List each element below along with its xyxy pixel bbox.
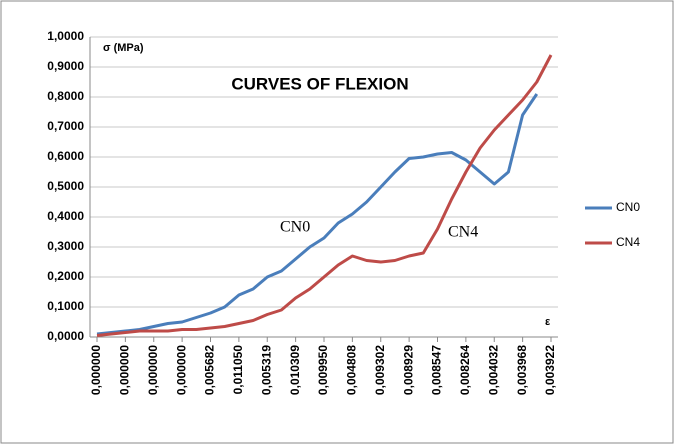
x-tick-label: 0,003968 bbox=[515, 345, 529, 395]
y-tick-label: 0,8000 bbox=[47, 89, 84, 103]
y-tick-label: 0,6000 bbox=[47, 149, 84, 163]
x-tick-label: 0,003922 bbox=[543, 345, 557, 395]
y-tick-label: 0,5000 bbox=[47, 179, 84, 193]
x-tick-label: 0,004032 bbox=[486, 345, 500, 395]
x-tick-label: 0,000000 bbox=[89, 345, 103, 395]
legend-label: CN0 bbox=[616, 200, 640, 214]
x-tick-label: 0,005319 bbox=[259, 345, 273, 395]
x-tick-label: 0,008547 bbox=[430, 345, 444, 395]
x-tick-label: 0,008929 bbox=[401, 345, 415, 395]
y-tick-label: 0,3000 bbox=[47, 239, 84, 253]
y-tick-label: 1,0000 bbox=[47, 29, 84, 43]
y-tick-label: 0,9000 bbox=[47, 59, 84, 73]
annotation: CN4 bbox=[448, 224, 478, 241]
y-tick-label: 0,0000 bbox=[47, 329, 84, 343]
x-tick-label: 0,000000 bbox=[174, 345, 188, 395]
legend-label: CN4 bbox=[616, 235, 640, 249]
data-line bbox=[96, 93, 539, 336]
x-tick-label: 0,009302 bbox=[373, 345, 387, 395]
x-tick-label: 0,004808 bbox=[345, 345, 359, 395]
x-axis-label: ε bbox=[545, 316, 551, 328]
x-tick-label: 0,010309 bbox=[288, 345, 302, 395]
y-tick-label: 0,1000 bbox=[47, 299, 84, 313]
data-line bbox=[96, 54, 553, 337]
y-tick-label: 0,2000 bbox=[47, 269, 84, 283]
annotation: CN0 bbox=[280, 219, 310, 236]
y-tick-label: 0,7000 bbox=[47, 119, 84, 133]
x-tick-label: 0,005682 bbox=[203, 345, 217, 395]
chart-title: CURVES OF FLEXION bbox=[231, 74, 408, 93]
y-tick-label: 0,4000 bbox=[47, 209, 84, 223]
x-tick-label: 0,008264 bbox=[458, 345, 472, 395]
x-tick-label: 0,009950 bbox=[316, 345, 330, 395]
y-axis-label: σ (MPa) bbox=[103, 42, 144, 54]
x-tick-label: 0,000000 bbox=[118, 345, 132, 395]
x-tick-label: 0,011050 bbox=[231, 345, 245, 395]
x-tick-label: 0,000000 bbox=[146, 345, 160, 395]
